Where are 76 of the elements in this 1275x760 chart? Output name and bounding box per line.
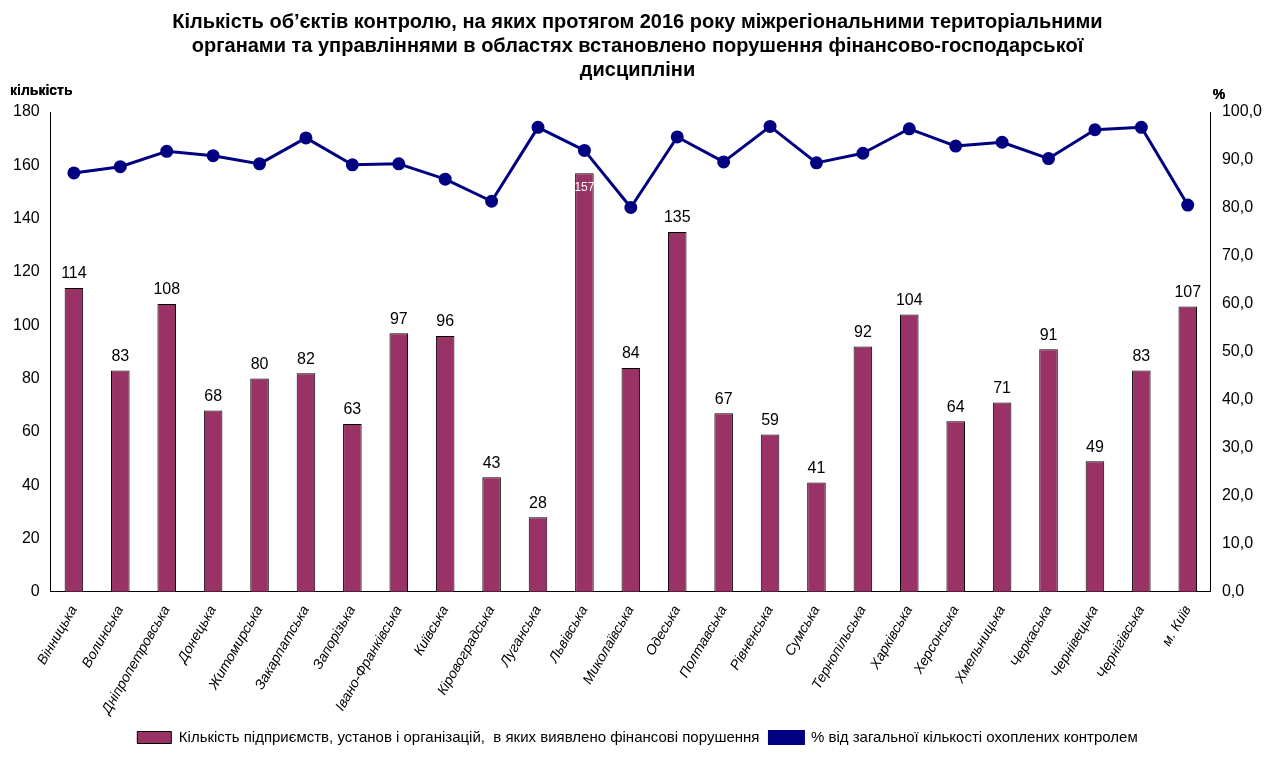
y-tick-label: 40 bbox=[21, 475, 40, 493]
data-label: 59 bbox=[761, 410, 780, 428]
y-tick-label: 60 bbox=[21, 422, 40, 440]
point bbox=[856, 146, 870, 160]
legend-label: Кількість підприємств, установ і організацій, в яких виявлено фінансові порушення bbox=[178, 727, 760, 745]
y2-tick-label: 0,0 bbox=[1221, 582, 1245, 600]
data-label: 104 bbox=[895, 291, 923, 309]
data-label: 83 bbox=[111, 346, 130, 364]
point bbox=[253, 157, 267, 171]
y2-tick-label: 50,0 bbox=[1221, 342, 1254, 360]
y2-axis-title: % bbox=[1212, 85, 1226, 102]
data-label: 92 bbox=[853, 323, 872, 340]
point bbox=[949, 139, 963, 153]
y2-tick-label: 40,0 bbox=[1221, 390, 1254, 408]
point bbox=[531, 120, 545, 134]
y-tick-label: 180 bbox=[12, 102, 40, 120]
point bbox=[577, 143, 591, 157]
y-tick-label: 160 bbox=[12, 155, 40, 173]
y-axis-title: кількість bbox=[10, 81, 73, 98]
y2-tick-label: 30,0 bbox=[1221, 438, 1254, 456]
point bbox=[902, 122, 916, 136]
data-label: 82 bbox=[297, 349, 315, 367]
data-label: 97 bbox=[389, 309, 408, 327]
point bbox=[717, 155, 731, 169]
point bbox=[1088, 123, 1102, 137]
data-label: 49 bbox=[1086, 437, 1104, 455]
data-label: 135 bbox=[663, 208, 691, 226]
y2-tick-label: 100,0 bbox=[1221, 102, 1263, 120]
y2-tick-label: 80,0 bbox=[1221, 198, 1254, 216]
chart-title: Кількість об’єктів контролю, на яких протягом 2016 року міжрегіональними територіальними органами та управліннями в областях встановлено порушення фінансово-господарської дисципліни bbox=[172, 9, 1103, 80]
y2-tick-label: 60,0 bbox=[1221, 294, 1254, 312]
data-label: 28 bbox=[529, 493, 548, 511]
point bbox=[995, 135, 1009, 149]
point bbox=[206, 149, 220, 163]
point bbox=[624, 200, 638, 214]
point bbox=[763, 119, 777, 133]
point bbox=[113, 160, 127, 174]
y2-tick-label: 20,0 bbox=[1221, 486, 1254, 504]
point bbox=[299, 131, 313, 145]
y-tick-label: 140 bbox=[12, 209, 40, 227]
y-tick-label: 100 bbox=[12, 315, 40, 333]
point bbox=[345, 158, 359, 172]
point bbox=[1181, 198, 1195, 212]
y-tick-label: 80 bbox=[21, 368, 40, 386]
data-label: 80 bbox=[250, 354, 269, 372]
y2-tick-label: 10,0 bbox=[1221, 534, 1254, 552]
point bbox=[809, 156, 823, 170]
data-label: 68 bbox=[204, 386, 223, 404]
data-label: 83 bbox=[1132, 346, 1151, 364]
data-label: 64 bbox=[946, 397, 965, 415]
point bbox=[1134, 120, 1148, 134]
y2-tick-label: 90,0 bbox=[1221, 150, 1254, 168]
legend-label: % від загальної кількості охоплених контролем bbox=[810, 727, 1138, 745]
point bbox=[67, 166, 81, 180]
data-label: 107 bbox=[1174, 283, 1202, 301]
data-label: 91 bbox=[1039, 325, 1058, 343]
data-label: 84 bbox=[621, 344, 640, 362]
data-label: 41 bbox=[807, 458, 826, 476]
y2-tick-label: 70,0 bbox=[1221, 246, 1254, 264]
data-label: 63 bbox=[343, 400, 362, 418]
data-label: 114 bbox=[61, 264, 87, 282]
data-label: 71 bbox=[993, 378, 1012, 396]
data-label: 43 bbox=[482, 453, 501, 471]
data-label: 157 bbox=[574, 179, 595, 194]
y-tick-label: 120 bbox=[12, 262, 40, 280]
y-tick-label: 0 bbox=[30, 582, 40, 600]
data-label: 67 bbox=[714, 389, 733, 407]
y-tick-label: 20 bbox=[21, 528, 40, 546]
point bbox=[670, 130, 684, 144]
point bbox=[438, 172, 452, 186]
data-label: 96 bbox=[436, 312, 455, 330]
point bbox=[392, 157, 406, 171]
point bbox=[485, 194, 499, 208]
point bbox=[1042, 152, 1056, 166]
data-label: 108 bbox=[153, 280, 181, 298]
point bbox=[160, 144, 174, 158]
